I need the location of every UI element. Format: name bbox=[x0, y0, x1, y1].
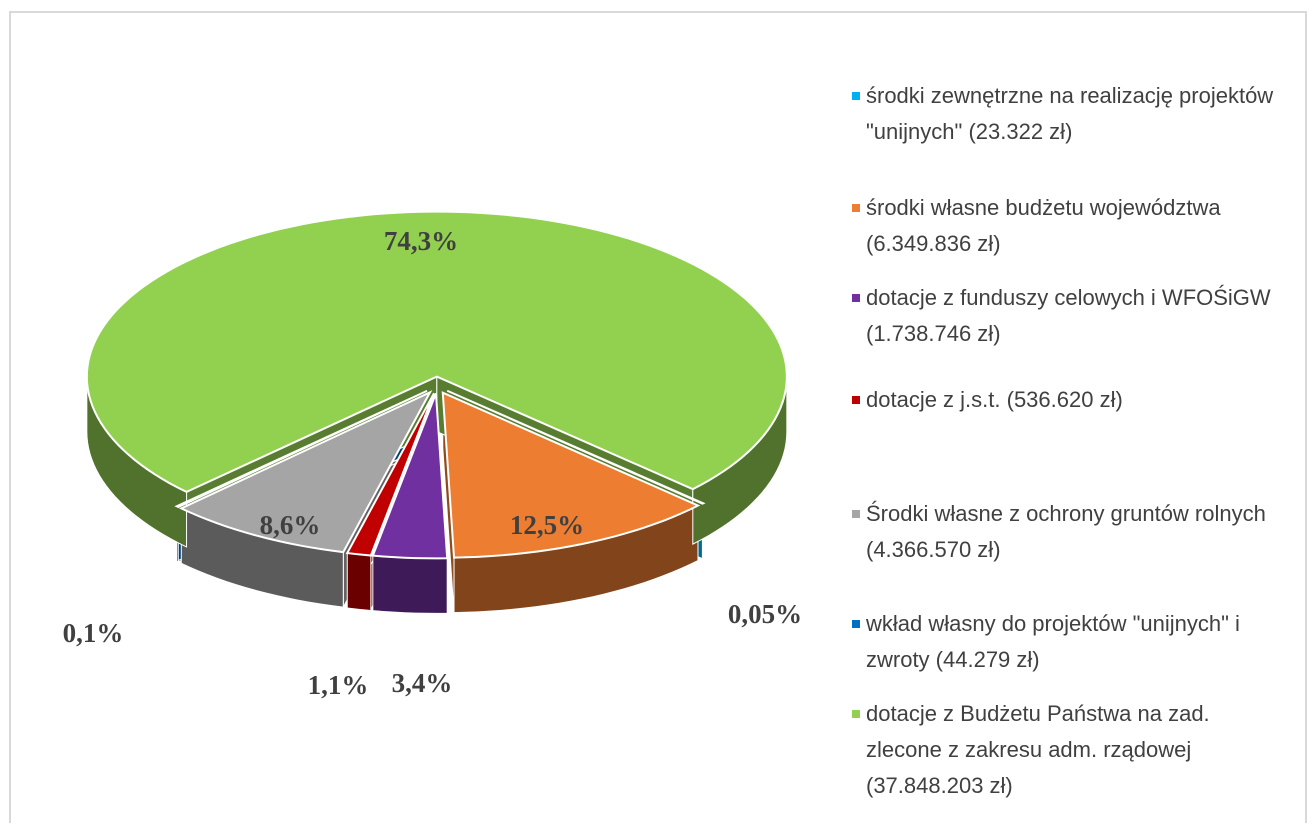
legend-entry: środki własne budżetu województwa (6.349… bbox=[852, 190, 1276, 262]
slice bbox=[174, 389, 428, 509]
legend-label: dotacje z j.s.t. (536.620 zł) bbox=[866, 387, 1123, 412]
slice bbox=[345, 392, 435, 557]
legend-marker bbox=[852, 204, 860, 212]
data-label: 12,5% bbox=[510, 510, 584, 540]
slice-side bbox=[372, 555, 448, 614]
legend-marker bbox=[852, 92, 860, 100]
legend-marker bbox=[852, 294, 860, 302]
slice bbox=[85, 210, 788, 494]
data-label: 0,1% bbox=[63, 618, 124, 648]
slice bbox=[446, 389, 706, 505]
data-label: 8,6% bbox=[260, 510, 321, 540]
slice bbox=[371, 393, 449, 560]
legend-marker bbox=[852, 710, 860, 718]
legend-label: dotacje z funduszy celowych i WFOŚiGW (1… bbox=[866, 285, 1271, 346]
legend-entry: środki zewnętrzne na realizację projektó… bbox=[852, 78, 1276, 150]
legend-entry: dotacje z j.s.t. (536.620 zł) bbox=[852, 382, 1276, 418]
legend-marker bbox=[852, 396, 860, 404]
data-label: 74,3% bbox=[384, 226, 458, 256]
slice-tops bbox=[85, 210, 788, 560]
slice bbox=[178, 390, 433, 554]
legend-marker bbox=[852, 510, 860, 518]
data-label: 3,4% bbox=[392, 668, 453, 698]
legend-label: środki własne budżetu województwa (6.349… bbox=[866, 195, 1221, 256]
legend-entry: Środki własne z ochrony gruntów rolnych … bbox=[852, 496, 1276, 568]
data-label: 1,1% bbox=[308, 670, 369, 700]
slice bbox=[441, 391, 701, 559]
legend-label: Środki własne z ochrony gruntów rolnych … bbox=[866, 501, 1266, 562]
legend-entry: dotacje z funduszy celowych i WFOŚiGW (1… bbox=[852, 280, 1276, 352]
chart-frame bbox=[9, 11, 1307, 823]
data-label: 0,05% bbox=[728, 599, 802, 629]
legend-entry: wkład własny do projektów "unijnych" i z… bbox=[852, 606, 1276, 678]
legend-label: wkład własny do projektów "unijnych" i z… bbox=[866, 611, 1240, 672]
legend-label: środki zewnętrzne na realizację projektó… bbox=[866, 83, 1274, 144]
slice-side bbox=[346, 552, 372, 612]
legend-entry: dotacje z Budżetu Państwa na zad. zlecon… bbox=[852, 696, 1276, 804]
legend-marker bbox=[852, 620, 860, 628]
legend-label: dotacje z Budżetu Państwa na zad. zlecon… bbox=[866, 701, 1210, 798]
